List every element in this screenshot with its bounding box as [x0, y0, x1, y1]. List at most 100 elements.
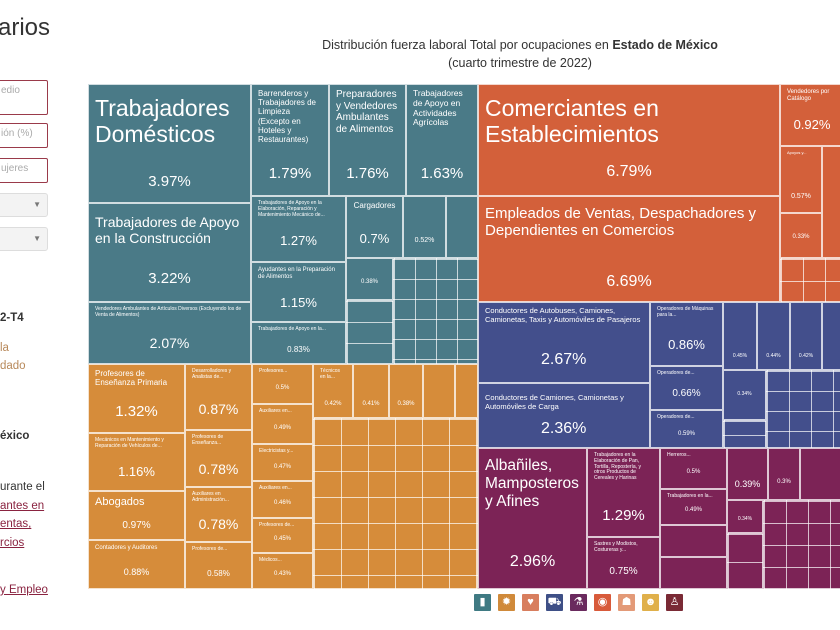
treemap-small-cells[interactable] — [763, 500, 840, 589]
treemap-cell[interactable]: 0.34% — [727, 500, 763, 533]
bottle-icon[interactable]: ▮ — [474, 594, 491, 611]
treemap-cell[interactable] — [446, 196, 478, 258]
treemap-small-cells[interactable] — [723, 420, 766, 448]
treemap-cell[interactable]: Vendedores por Catálogo 0.92% — [780, 84, 840, 146]
cell-label: Barrenderos y Trabajadores de Limpieza (… — [258, 89, 316, 144]
treemap-cell[interactable]: Electricistas y... 0.47% — [252, 444, 313, 481]
treemap-cell[interactable]: Trabajadores de Apoyo en Actividades Agr… — [406, 84, 478, 196]
treemap-cell[interactable]: 0.38% — [346, 258, 393, 300]
treemap-cell[interactable]: Sastres y Modistos, Costureras y... 0.75% — [587, 537, 660, 589]
treemap-small-cells[interactable] — [393, 258, 478, 364]
people-icon[interactable]: ☗ — [618, 594, 635, 611]
person-icon[interactable]: ♙ — [666, 594, 683, 611]
cell-value: 6.69% — [606, 273, 652, 290]
treemap-cell[interactable] — [822, 146, 840, 258]
treemap-cell[interactable]: Ayudantes en la Preparación de Alimentos… — [251, 262, 346, 322]
occupation-link-3[interactable]: rcios — [0, 537, 25, 549]
treemap-cell[interactable]: 0.39% — [727, 448, 768, 500]
treemap-small-cells[interactable] — [346, 300, 393, 364]
treemap-cell[interactable] — [423, 364, 455, 418]
treemap-cell[interactable]: Cargadores 0.7% — [346, 196, 403, 258]
treemap-cell[interactable]: Albañiles, Mamposteros y Afines 2.96% — [478, 448, 587, 589]
cell-value: 0.58% — [207, 569, 230, 578]
treemap-cell[interactable]: Médicos... 0.43% — [252, 553, 313, 589]
treemap-cell[interactable]: Empleados de Ventas, Despachadores y Dep… — [478, 196, 780, 302]
treemap-cell[interactable]: Trabajadores en la... 0.49% — [660, 489, 727, 525]
treemap-cell[interactable]: Técnicos en la... 0.42% — [313, 364, 353, 418]
treemap-cell[interactable]: Comerciantes en Establecimientos 6.79% — [478, 84, 780, 196]
select-2[interactable]: ▼ — [0, 227, 48, 251]
treemap-cell[interactable]: 0.52% — [403, 196, 446, 258]
treemap-cell[interactable]: Trabajadores de Apoyo en la Construcción… — [88, 203, 251, 302]
treemap-cell[interactable]: Contadores y Auditores 0.88% — [88, 540, 185, 589]
filter-input-2[interactable]: ión (%) — [0, 123, 48, 148]
treemap-cell[interactable]: Auxiliares en... 0.46% — [252, 481, 313, 518]
treemap-cell[interactable]: Trabajadores de Apoyo en la... 0.83% — [251, 322, 346, 364]
treemap-small-cells[interactable] — [766, 370, 840, 448]
treemap-cell[interactable] — [660, 557, 727, 589]
tractor-icon[interactable]: ⛟ — [546, 594, 563, 611]
cell-value: 0.59% — [677, 431, 695, 437]
treemap-cell[interactable]: 0.33% — [780, 213, 822, 258]
treemap-cell[interactable]: Vendedores Ambulantes de Artículos Diver… — [88, 302, 251, 364]
treemap-cell[interactable]: 0.38% — [389, 364, 423, 418]
treemap-cell[interactable]: Conductores de Autobuses, Camiones, Cami… — [478, 302, 650, 383]
treemap-cell[interactable] — [660, 525, 727, 557]
treemap-cell[interactable]: Auxiliares en... 0.49% — [252, 404, 313, 444]
treemap-cell[interactable]: 0.42% — [790, 302, 822, 370]
cell-label: Empleados de Ventas, Despachadores y Dep… — [485, 205, 757, 240]
treemap-cell[interactable]: Profesores de... 0.45% — [252, 518, 313, 553]
occupation-link-2[interactable]: entas, — [0, 518, 32, 530]
treemap-cell[interactable]: Profesores... 0.5% — [252, 364, 313, 404]
treemap-cell[interactable]: Auxiliares en Administración... 0.78% — [185, 487, 252, 542]
cell-label: Trabajadores en la... — [667, 493, 713, 499]
treemap-cell[interactable]: Mecánicos en Mantenimiento y Reparación … — [88, 433, 185, 491]
filter-input-3[interactable]: ujeres — [0, 158, 48, 183]
treemap-cell[interactable]: Operadores de... 0.66% — [650, 366, 723, 410]
treemap-cell[interactable]: 0.41% — [353, 364, 389, 418]
employment-link[interactable]: y Empleo — [0, 584, 48, 596]
cell-label: Cargadores — [353, 201, 396, 210]
worker-icon[interactable]: ☻ — [642, 594, 659, 611]
treemap-cell[interactable]: Conductores de Camiones, Camionetas y Au… — [478, 383, 650, 448]
treemap-cell[interactable]: Desarrolladores y Analistas de... 0.87% — [185, 364, 252, 430]
treemap-cell[interactable]: 0.34% — [723, 370, 766, 420]
treemap-cell[interactable]: Trabajadores Domésticos 3.97% — [88, 84, 251, 203]
treemap-cell[interactable]: Profesores de Enseñanza Primaria 1.32% — [88, 364, 185, 433]
cell-value: 0.41% — [362, 401, 380, 407]
cell-label: Sastres y Modistos, Costureras y... — [594, 541, 638, 553]
cell-value: 0.42% — [798, 353, 814, 359]
eye-icon[interactable]: ◉ — [594, 594, 611, 611]
treemap-cell[interactable]: Barrenderos y Trabajadores de Limpieza (… — [251, 84, 329, 196]
filter-input-1[interactable]: edio — [0, 80, 48, 115]
treemap-cell[interactable] — [822, 302, 840, 370]
chart-subtitle: (cuarto trimestre de 2022) — [448, 56, 592, 70]
treemap-cell[interactable] — [455, 364, 478, 418]
treemap-cell[interactable]: 0.45% — [723, 302, 757, 370]
treemap-cell[interactable]: Operadores de Máquinas para la... 0.86% — [650, 302, 723, 366]
flask-icon[interactable]: ⚗ — [570, 594, 587, 611]
treemap-cell[interactable]: Profesores de Enseñanza... 0.78% — [185, 430, 252, 487]
treemap-cell[interactable]: Operadores de... 0.59% — [650, 410, 723, 448]
treemap-cell[interactable]: Trabajadores de Apoyo en la Elaboración,… — [251, 196, 346, 262]
cell-value: 2.96% — [509, 553, 556, 570]
treemap-small-cells[interactable] — [780, 258, 840, 302]
treemap-cell[interactable]: Trabajadores en la Elaboración de Pan, T… — [587, 448, 660, 537]
treemap-cell[interactable]: Abogados 0.97% — [88, 491, 185, 540]
treemap-cell[interactable]: Preparadores y Vendedores Ambulantes de … — [329, 84, 406, 196]
treemap-cell[interactable]: Apoyos y... 0.57% — [780, 146, 822, 213]
treemap-cell[interactable]: Herreros... 0.5% — [660, 448, 727, 489]
treemap-small-cells[interactable] — [727, 533, 763, 589]
hands-icon[interactable]: ♥ — [522, 594, 539, 611]
select-1[interactable]: ▼ — [0, 193, 48, 217]
treemap-cell[interactable]: Profesores de... 0.58% — [185, 542, 252, 589]
chart-title: Distribución fuerza laboral Total por oc… — [300, 36, 740, 72]
cell-value: 0.49% — [273, 425, 291, 431]
gear-icon[interactable]: ✹ — [498, 594, 515, 611]
treemap-cell[interactable] — [800, 448, 840, 500]
occupation-link-1[interactable]: antes en — [0, 500, 45, 512]
treemap-cell[interactable]: 0.44% — [757, 302, 790, 370]
cell-value: 1.29% — [602, 507, 645, 524]
treemap-small-cells[interactable] — [313, 418, 478, 589]
treemap-cell[interactable]: 0.3% — [768, 448, 800, 500]
